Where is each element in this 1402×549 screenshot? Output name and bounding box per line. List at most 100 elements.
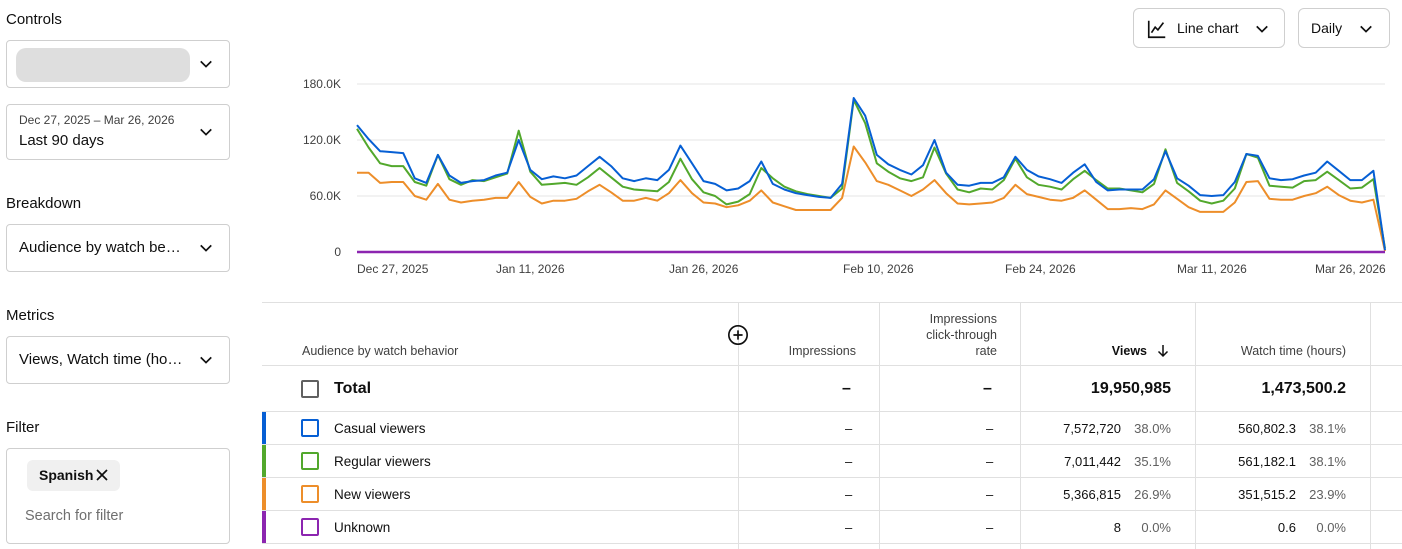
row-watch-time: 560,802.3: [1238, 421, 1296, 436]
divider: [262, 510, 1402, 511]
series-line-casual-viewers: [356, 97, 1386, 251]
y-tick-label: 60.0K: [309, 189, 341, 203]
x-tick-label: Dec 27, 2025: [357, 262, 429, 276]
column-header-views[interactable]: Views: [1111, 344, 1147, 358]
channel-dropdown[interactable]: [6, 40, 230, 88]
row-impressions: –: [845, 520, 853, 535]
row-views: 7,572,720: [1063, 421, 1121, 436]
chevron-down-icon: [1360, 25, 1372, 33]
row-label: Casual viewers: [334, 421, 426, 436]
date-range-dropdown[interactable]: Dec 27, 2025 – Mar 26, 2026 Last 90 days: [6, 104, 230, 160]
chart-type-label: Line chart: [1177, 20, 1239, 36]
total-watch-time: 1,473,500.2: [1261, 380, 1346, 397]
row-watch-time-percent: 23.9%: [1309, 487, 1346, 502]
x-tick-label: Mar 11, 2026: [1177, 262, 1247, 276]
ctr-header-line: Impressions: [929, 312, 997, 326]
row-impressions: –: [845, 421, 853, 436]
line-chart: [356, 83, 1386, 254]
filter-search-input[interactable]: [25, 508, 215, 524]
row-ctr: –: [986, 487, 994, 502]
metrics-value: Views, Watch time (ho…: [19, 351, 183, 368]
chart-type-dropdown[interactable]: Line chart: [1133, 8, 1285, 48]
chevron-down-icon: [200, 128, 212, 136]
x-tick-label: Jan 26, 2026: [669, 262, 739, 276]
total-views: 19,950,985: [1090, 380, 1171, 397]
row-label: Regular viewers: [334, 454, 431, 469]
row-checkbox-new-viewers[interactable]: [301, 485, 319, 503]
total-checkbox[interactable]: [301, 380, 319, 398]
granularity-label: Daily: [1311, 20, 1343, 36]
row-impressions: –: [845, 487, 853, 502]
add-circle-icon[interactable]: [727, 324, 749, 346]
row-checkbox-regular-viewers[interactable]: [301, 452, 319, 470]
row-views: 7,011,442: [1064, 454, 1121, 469]
close-icon[interactable]: [95, 468, 109, 482]
arrow-down-icon[interactable]: [1155, 343, 1171, 359]
column-divider: [879, 302, 880, 549]
row-ctr: –: [986, 520, 994, 535]
series-color-bar: [262, 445, 266, 477]
divider: [262, 302, 1402, 303]
column-divider: [1195, 302, 1196, 549]
row-label: Unknown: [334, 520, 391, 535]
column-header-ctr[interactable]: Impressions click-through rate: [881, 311, 997, 359]
row-views-percent: 35.1%: [1134, 454, 1171, 469]
metrics-title: Metrics: [6, 307, 55, 324]
series-line-new-viewers: [357, 145, 1386, 252]
x-tick-label: Mar 26, 2026: [1315, 262, 1386, 276]
y-tick-label: 180.0K: [302, 77, 341, 91]
column-divider: [738, 302, 739, 549]
controls-title: Controls: [6, 11, 62, 28]
total-impressions: –: [842, 380, 851, 397]
row-views-percent: 26.9%: [1134, 487, 1171, 502]
chevron-down-icon: [200, 356, 212, 364]
breakdown-title: Breakdown: [6, 195, 82, 212]
column-header-impressions[interactable]: Impressions: [788, 344, 856, 358]
chevron-down-icon: [200, 244, 212, 252]
row-views-percent: 38.0%: [1134, 421, 1171, 436]
row-ctr: –: [986, 454, 994, 469]
redacted-channel-name: [16, 48, 190, 82]
ctr-header-line: click-through: [926, 328, 997, 342]
ctr-header-line: rate: [975, 344, 997, 358]
x-tick-label: Jan 11, 2026: [496, 262, 565, 276]
chevron-down-icon: [1256, 25, 1268, 33]
column-divider: [1020, 302, 1021, 549]
series-color-bar: [262, 511, 266, 543]
column-header-dimension[interactable]: Audience by watch behavior: [302, 344, 459, 358]
series-color-bar: [262, 412, 266, 444]
column-header-watch-time[interactable]: Watch time (hours): [1240, 344, 1346, 358]
filter-chip-label: Spanish: [39, 467, 94, 483]
date-range-text: Dec 27, 2025 – Mar 26, 2026: [19, 113, 175, 127]
total-ctr: –: [983, 380, 992, 397]
row-ctr: –: [986, 421, 994, 436]
row-watch-time-percent: 38.1%: [1309, 454, 1346, 469]
chevron-down-icon: [200, 60, 212, 68]
x-tick-label: Feb 10, 2026: [843, 262, 914, 276]
granularity-dropdown[interactable]: Daily: [1298, 8, 1390, 48]
divider: [262, 444, 1402, 445]
row-views: 5,366,815: [1063, 487, 1121, 502]
filter-chip-spanish[interactable]: Spanish: [27, 460, 120, 491]
row-checkbox-casual-viewers[interactable]: [301, 419, 319, 437]
y-tick-label: 0: [334, 245, 341, 259]
date-range-label: Last 90 days: [19, 132, 105, 149]
row-views: 8: [1113, 520, 1121, 535]
row-views-percent: 0.0%: [1141, 520, 1171, 535]
row-watch-time-percent: 0.0%: [1316, 520, 1346, 535]
row-watch-time-percent: 38.1%: [1309, 421, 1346, 436]
breakdown-dropdown[interactable]: Audience by watch be…: [6, 224, 230, 272]
breakdown-value: Audience by watch be…: [19, 239, 181, 256]
row-checkbox-unknown[interactable]: [301, 518, 319, 536]
divider: [262, 477, 1402, 478]
row-label: New viewers: [334, 487, 411, 502]
divider: [262, 543, 1402, 544]
x-tick-label: Feb 24, 2026: [1005, 262, 1076, 276]
total-label: Total: [334, 380, 372, 397]
y-tick-label: 120.0K: [302, 133, 341, 147]
series-line-regular-viewers: [356, 98, 1386, 249]
filter-title: Filter: [6, 419, 40, 436]
divider: [262, 411, 1402, 412]
metrics-dropdown[interactable]: Views, Watch time (ho…: [6, 336, 230, 384]
row-watch-time: 561,182.1: [1238, 454, 1296, 469]
